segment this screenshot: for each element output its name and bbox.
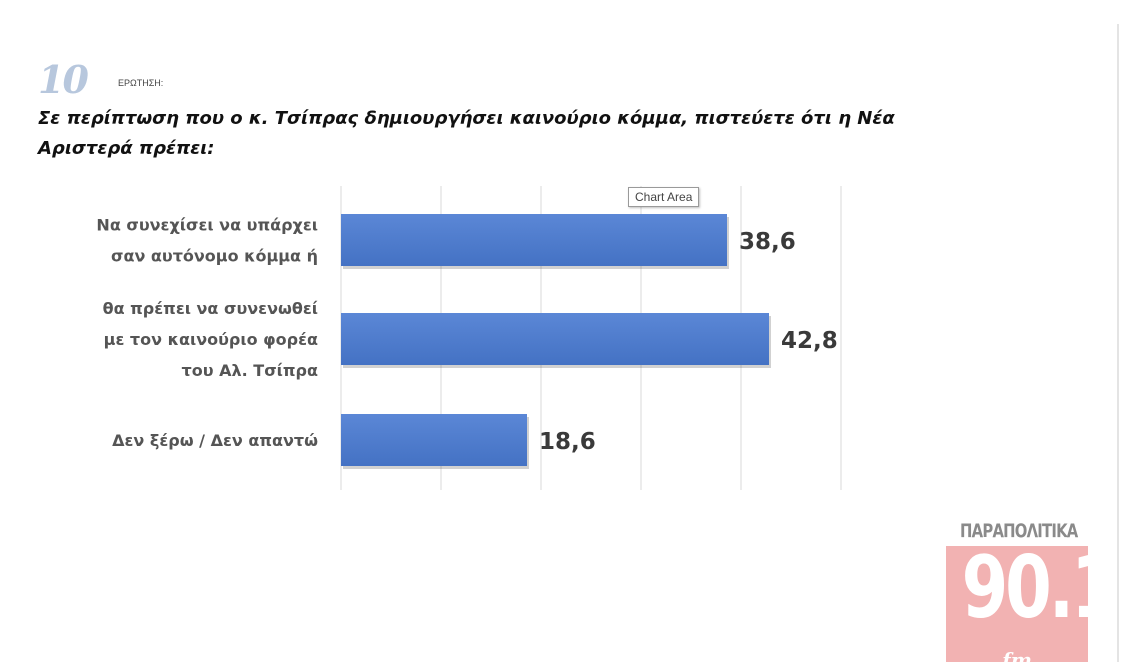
category-labels: Να συνεχίσει να υπάρχει σαν αυτόνομο κόμμ… — [96, 216, 318, 451]
station-logo: ΠΑΡΑΠΟΛΙΤΙΚΑ 90.1 fm — [944, 520, 1090, 662]
value-label: 18,6 — [539, 429, 596, 455]
question-line-2: Αριστερά πρέπει: — [38, 138, 215, 159]
logo-frequency: 90.1 — [961, 546, 1088, 638]
value-label: 38,6 — [739, 229, 796, 255]
category-label: θα πρέπει να συνενωθεί — [103, 299, 318, 318]
category-label: με τον καινούριο φορέα — [104, 330, 318, 349]
bar — [341, 313, 769, 365]
page-edge-rule — [1117, 24, 1119, 662]
question-text: Σε περίπτωση που ο κ. Τσίπρας δημιουργήσ… — [38, 104, 968, 164]
bar-chart[interactable]: Να συνεχίσει να υπάρχει σαν αυτόνομο κόμμ… — [0, 180, 1000, 500]
question-line-1: Σε περίπτωση που ο κ. Τσίπρας δημιουργήσ… — [38, 108, 895, 129]
logo-box: 90.1 fm — [946, 546, 1088, 662]
question-number: 10 — [38, 57, 89, 102]
bars — [341, 214, 771, 469]
category-label: σαν αυτόνομο κόμμα ή — [111, 247, 318, 266]
chart-area-tooltip: Chart Area — [628, 187, 700, 207]
bar — [341, 214, 727, 266]
bar — [341, 414, 527, 466]
logo-name: ΠΑΡΑΠΟΛΙΤΙΚΑ — [960, 520, 1078, 542]
category-label: Να συνεχίσει να υπάρχει — [96, 216, 318, 235]
category-label: του Αλ. Τσίπρα — [182, 361, 318, 380]
question-word: ΕΡΩΤΗΣΗ: — [118, 78, 164, 88]
value-label: 42,8 — [781, 328, 838, 354]
value-labels: 38,6 42,8 18,6 — [539, 229, 838, 455]
category-label: Δεν ξέρω / Δεν απαντώ — [112, 431, 318, 450]
logo-band: fm — [1002, 648, 1032, 662]
